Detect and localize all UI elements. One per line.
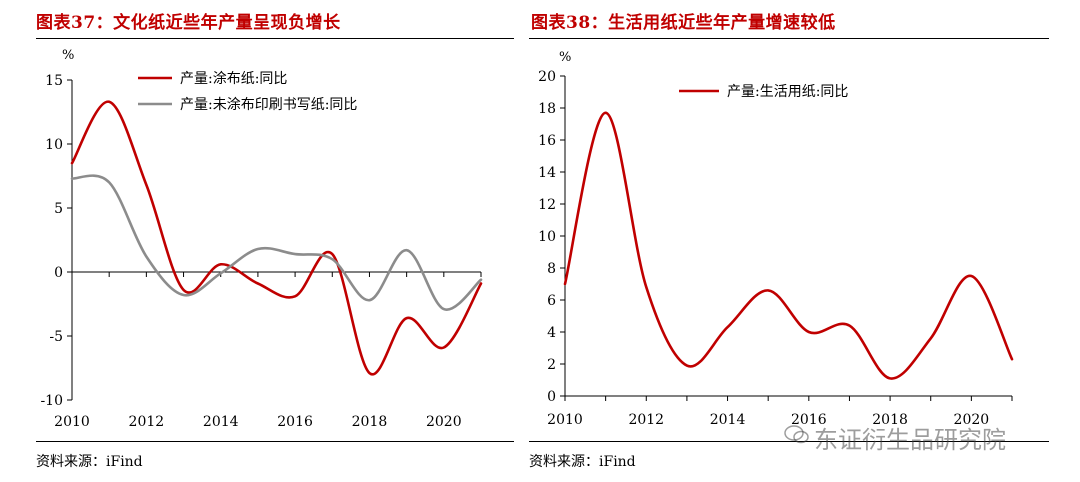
series-line-1	[70, 100, 483, 376]
y-tick-label: 14	[538, 165, 556, 181]
y-tick-label: 16	[538, 133, 556, 149]
source-note: 资料来源：iFind	[36, 454, 143, 470]
y-tick-label: 15	[45, 73, 63, 89]
y-tick-label: 10	[538, 229, 556, 245]
x-tick-label: 2018	[352, 414, 388, 430]
x-tick-label: 2014	[203, 414, 239, 430]
y-tick-label: 20	[538, 69, 556, 85]
title-rule	[529, 38, 1049, 39]
x-tick-label: 2020	[426, 414, 462, 430]
y-tick-label: 18	[538, 101, 556, 117]
y-tick-label: 0	[547, 389, 556, 405]
figure-38: 图表38：生活用纸近些年产量增速较低 % 0 2 4 6 8 10 12 14 16 18 20 201…	[527, 0, 1080, 482]
series-line-2	[70, 174, 483, 311]
legend-label: 产量:涂布纸:同比	[180, 71, 287, 87]
legend-label: 产量:未涂布印刷书写纸:同比	[180, 97, 357, 113]
source-rule	[529, 441, 1049, 442]
series-line-1	[563, 111, 1014, 380]
y-tick-label: 2	[547, 357, 556, 373]
x-tick-label: 2016	[277, 414, 313, 430]
watermark: 东证衍生品研究院	[814, 426, 1006, 454]
y-unit-label: %	[62, 48, 74, 63]
wechat-icon	[784, 425, 809, 444]
y-tick-label: -5	[49, 329, 63, 345]
y-tick-label: 0	[54, 265, 63, 281]
legend-label: 产量:生活用纸:同比	[727, 84, 848, 100]
title-rule	[36, 38, 514, 39]
y-tick-label: -10	[40, 393, 63, 409]
x-tick-label: 2016	[791, 412, 827, 428]
figure-title: 图表38：生活用纸近些年产量增速较低	[531, 13, 836, 33]
x-tick-label: 2018	[872, 412, 908, 428]
y-tick-label: 6	[547, 293, 556, 309]
y-tick-label: 10	[45, 137, 63, 153]
chart-37: % -10 -5 0 5 10 15 2010 2012 2014 2016 2018 2020 产量:涂…	[40, 48, 483, 430]
figure-37: 图表37：文化纸近些年产量呈现负增长 % -10 -5 0 5 10 15 2010 2012 2…	[0, 0, 520, 482]
y-tick-label: 5	[54, 201, 63, 217]
x-tick-label: 2014	[710, 412, 746, 428]
y-tick-label: 8	[547, 261, 556, 277]
x-tick-label: 2010	[54, 414, 90, 430]
x-tick-label: 2012	[628, 412, 664, 428]
figure-title: 图表37：文化纸近些年产量呈现负增长	[36, 13, 341, 33]
x-tick-label: 2020	[954, 412, 990, 428]
x-tick-label: 2012	[129, 414, 165, 430]
chart-38: % 0 2 4 6 8 10 12 14 16 18 20 2010 2012 2014 2016 2018 20…	[538, 50, 1014, 428]
source-note: 资料来源：iFind	[529, 454, 636, 470]
source-rule	[36, 441, 514, 442]
y-tick-label: 12	[538, 197, 556, 213]
x-tick-label: 2010	[547, 412, 583, 428]
y-tick-label: 4	[547, 325, 556, 341]
y-unit-label: %	[559, 50, 571, 65]
